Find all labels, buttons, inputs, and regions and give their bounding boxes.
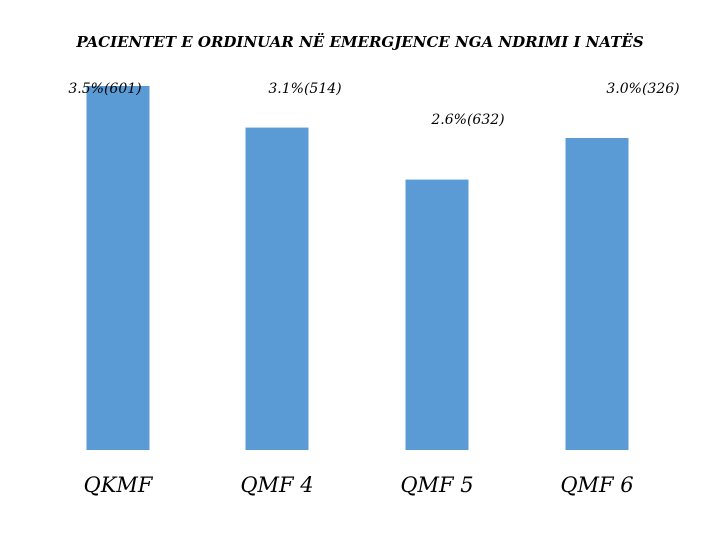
bar-qmf-4 (245, 127, 309, 450)
category-label: QMF 5 (400, 473, 473, 497)
data-label: 3.1%(514) (268, 81, 341, 97)
bar-qmf-6 (565, 138, 629, 450)
bar-qmf-5 (405, 179, 469, 450)
bar-qkmf (86, 86, 150, 450)
data-label: 3.0%(326) (606, 81, 679, 97)
category-label: QMF 4 (240, 473, 313, 497)
data-label: 3.5%(601) (68, 81, 141, 97)
chart-title: PACIENTET E ORDINUAR NË EMERGJENCE NGA N… (76, 33, 644, 51)
category-label: QKMF (84, 473, 154, 497)
category-label: QMF 6 (560, 473, 633, 497)
data-label: 2.6%(632) (430, 112, 504, 128)
